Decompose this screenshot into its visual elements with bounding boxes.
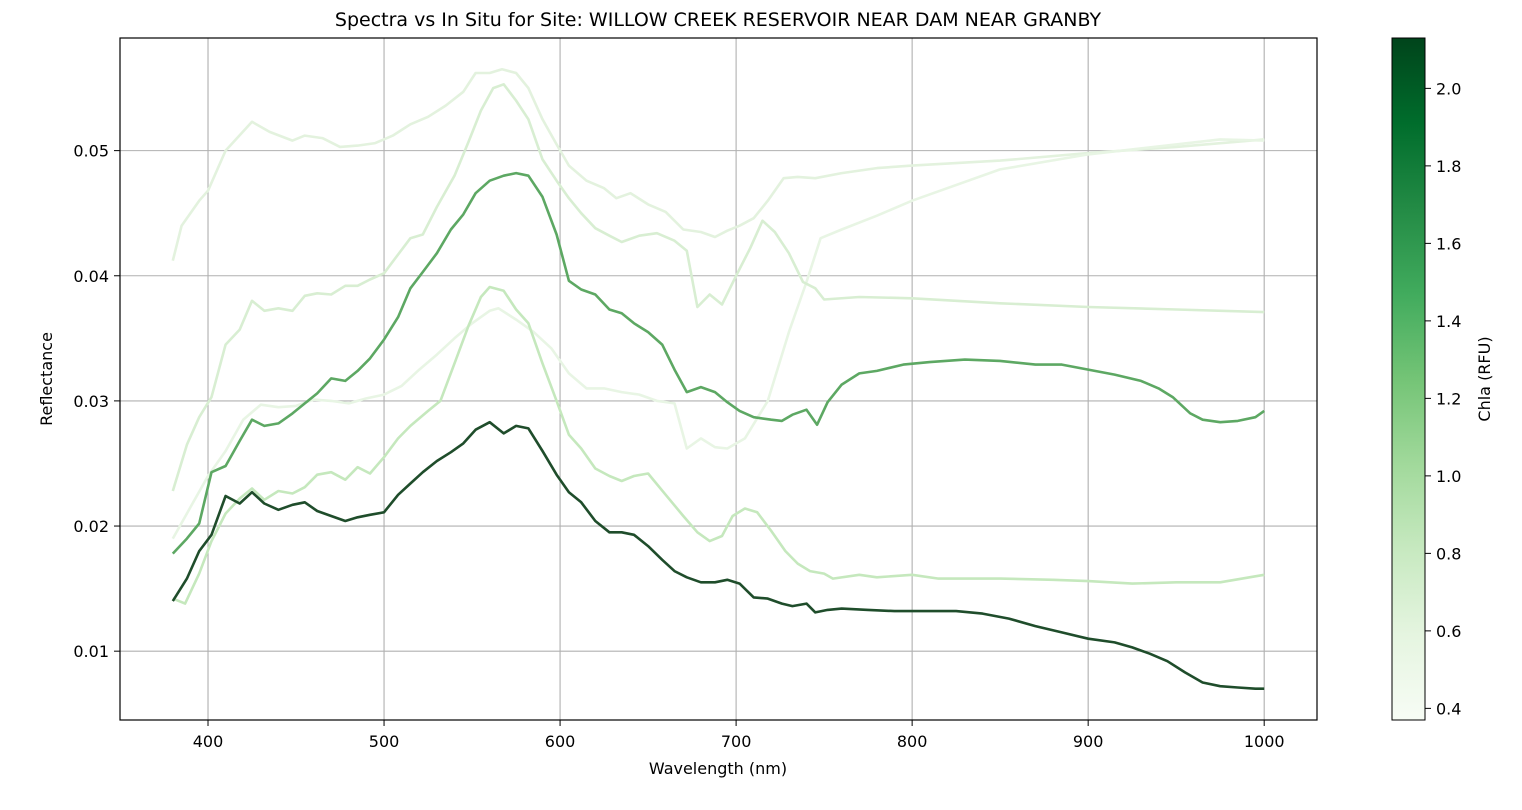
colorbar-tick-label: 0.8 (1436, 544, 1461, 563)
y-tick-label: 0.01 (73, 642, 109, 661)
colorbar-tick-label: 1.6 (1436, 234, 1461, 253)
y-axis: 0.01 0.02 0.03 0.04 0.05 (73, 142, 120, 661)
colorbar-tick-label: 1.2 (1436, 389, 1461, 408)
y-axis-title: Reflectance (37, 332, 56, 426)
colorbar-tick-label: 2.0 (1436, 79, 1461, 98)
y-tick-label: 0.02 (73, 517, 109, 536)
plot-frame (119, 37, 1318, 721)
colorbar: 0.4 0.6 0.8 1.0 1.2 1.4 1.6 1.8 2.0 Chla (RFU) (1391, 37, 1494, 721)
spectrum-line (172, 285, 1265, 605)
x-tick-label: 700 (721, 732, 752, 751)
colorbar-tick-label: 0.6 (1436, 622, 1461, 641)
colorbar-gradient (1391, 37, 1426, 721)
y-tick-label: 0.03 (73, 392, 109, 411)
colorbar-tick-label: 1.8 (1436, 157, 1461, 176)
chart-title: Spectra vs In Situ for Site: WILLOW CREE… (335, 9, 1102, 31)
colorbar-tick-label: 1.4 (1436, 312, 1461, 331)
colorbar-tick-label: 1.0 (1436, 467, 1461, 486)
series-layer (171, 68, 1265, 690)
x-tick-label: 1000 (1244, 732, 1285, 751)
colorbar-title: Chla (RFU) (1475, 336, 1494, 421)
x-tick-label: 600 (545, 732, 576, 751)
y-tick-label: 0.05 (73, 142, 109, 161)
x-tick-label: 900 (1073, 732, 1104, 751)
x-tick-label: 400 (193, 732, 224, 751)
colorbar-tick-label: 0.4 (1436, 699, 1461, 718)
x-tick-label: 800 (897, 732, 928, 751)
colorbar-ticks: 0.4 0.6 0.8 1.0 1.2 1.4 1.6 1.8 2.0 (1425, 79, 1461, 718)
spectrum-line (171, 83, 1265, 492)
x-axis-title: Wavelength (nm) (649, 759, 787, 778)
spectrum-line (171, 138, 1265, 540)
x-axis: 400 500 600 700 800 900 1000 (193, 720, 1285, 751)
y-tick-label: 0.04 (73, 267, 109, 286)
x-tick-label: 500 (369, 732, 400, 751)
spectrum-line (171, 171, 1265, 555)
spectrum-line (171, 68, 1265, 262)
spectrum-line (171, 420, 1265, 690)
